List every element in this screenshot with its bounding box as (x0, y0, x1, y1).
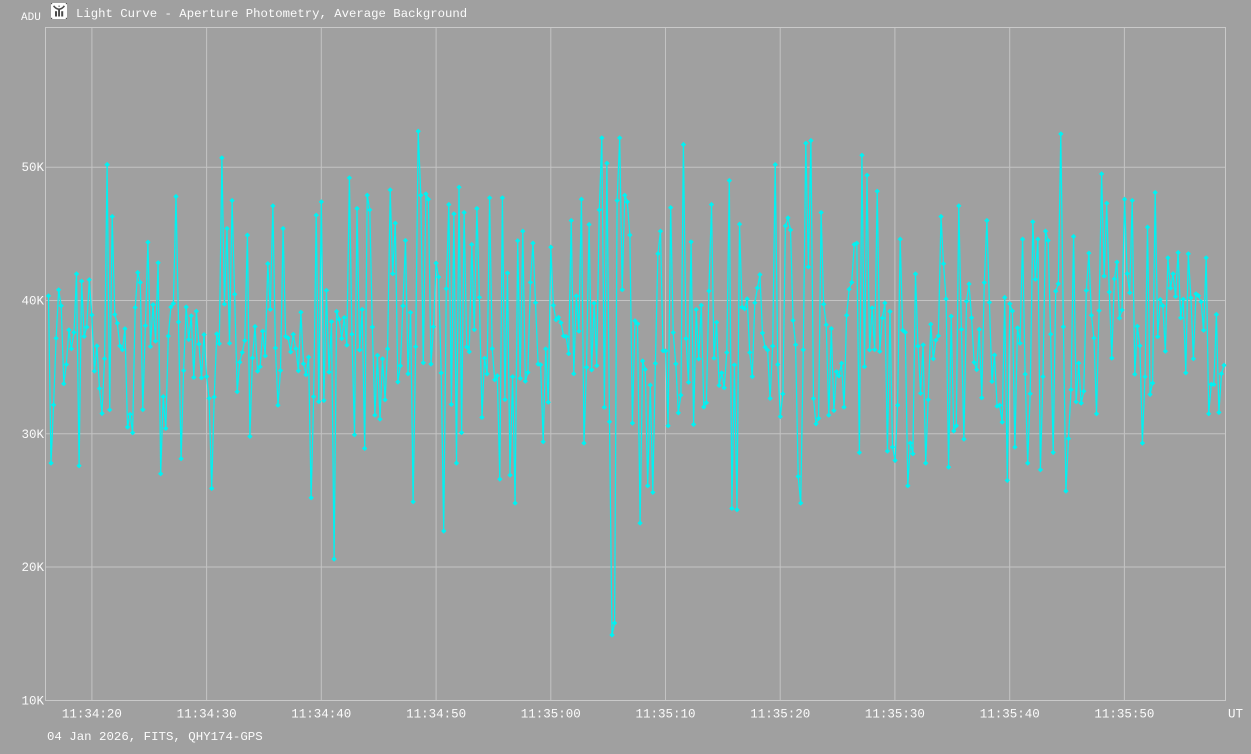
svg-text:11:35:30: 11:35:30 (865, 708, 925, 722)
svg-text:11:35:40: 11:35:40 (980, 708, 1040, 722)
svg-text:UT: UT (1228, 708, 1244, 722)
svg-text:11:35:50: 11:35:50 (1094, 708, 1154, 722)
svg-text:11:35:00: 11:35:00 (521, 708, 581, 722)
svg-text:40K: 40K (21, 295, 44, 309)
svg-text:10K: 10K (21, 694, 44, 708)
svg-text:30K: 30K (21, 428, 44, 442)
svg-text:11:34:50: 11:34:50 (406, 708, 466, 722)
svg-text:ADU: ADU (21, 12, 41, 24)
svg-text:11:35:20: 11:35:20 (750, 708, 810, 722)
svg-text:Light Curve - Aperture Photome: Light Curve - Aperture Photometry, Avera… (76, 7, 467, 21)
svg-text:11:34:20: 11:34:20 (62, 708, 122, 722)
svg-text:11:35:10: 11:35:10 (635, 708, 695, 722)
svg-text:04 Jan 2026, FITS, QHY174-GPS: 04 Jan 2026, FITS, QHY174-GPS (47, 730, 263, 744)
svg-text:20K: 20K (21, 561, 44, 575)
svg-text:11:34:40: 11:34:40 (291, 708, 351, 722)
svg-text:50K: 50K (21, 161, 44, 175)
svg-text:11:34:30: 11:34:30 (177, 708, 237, 722)
